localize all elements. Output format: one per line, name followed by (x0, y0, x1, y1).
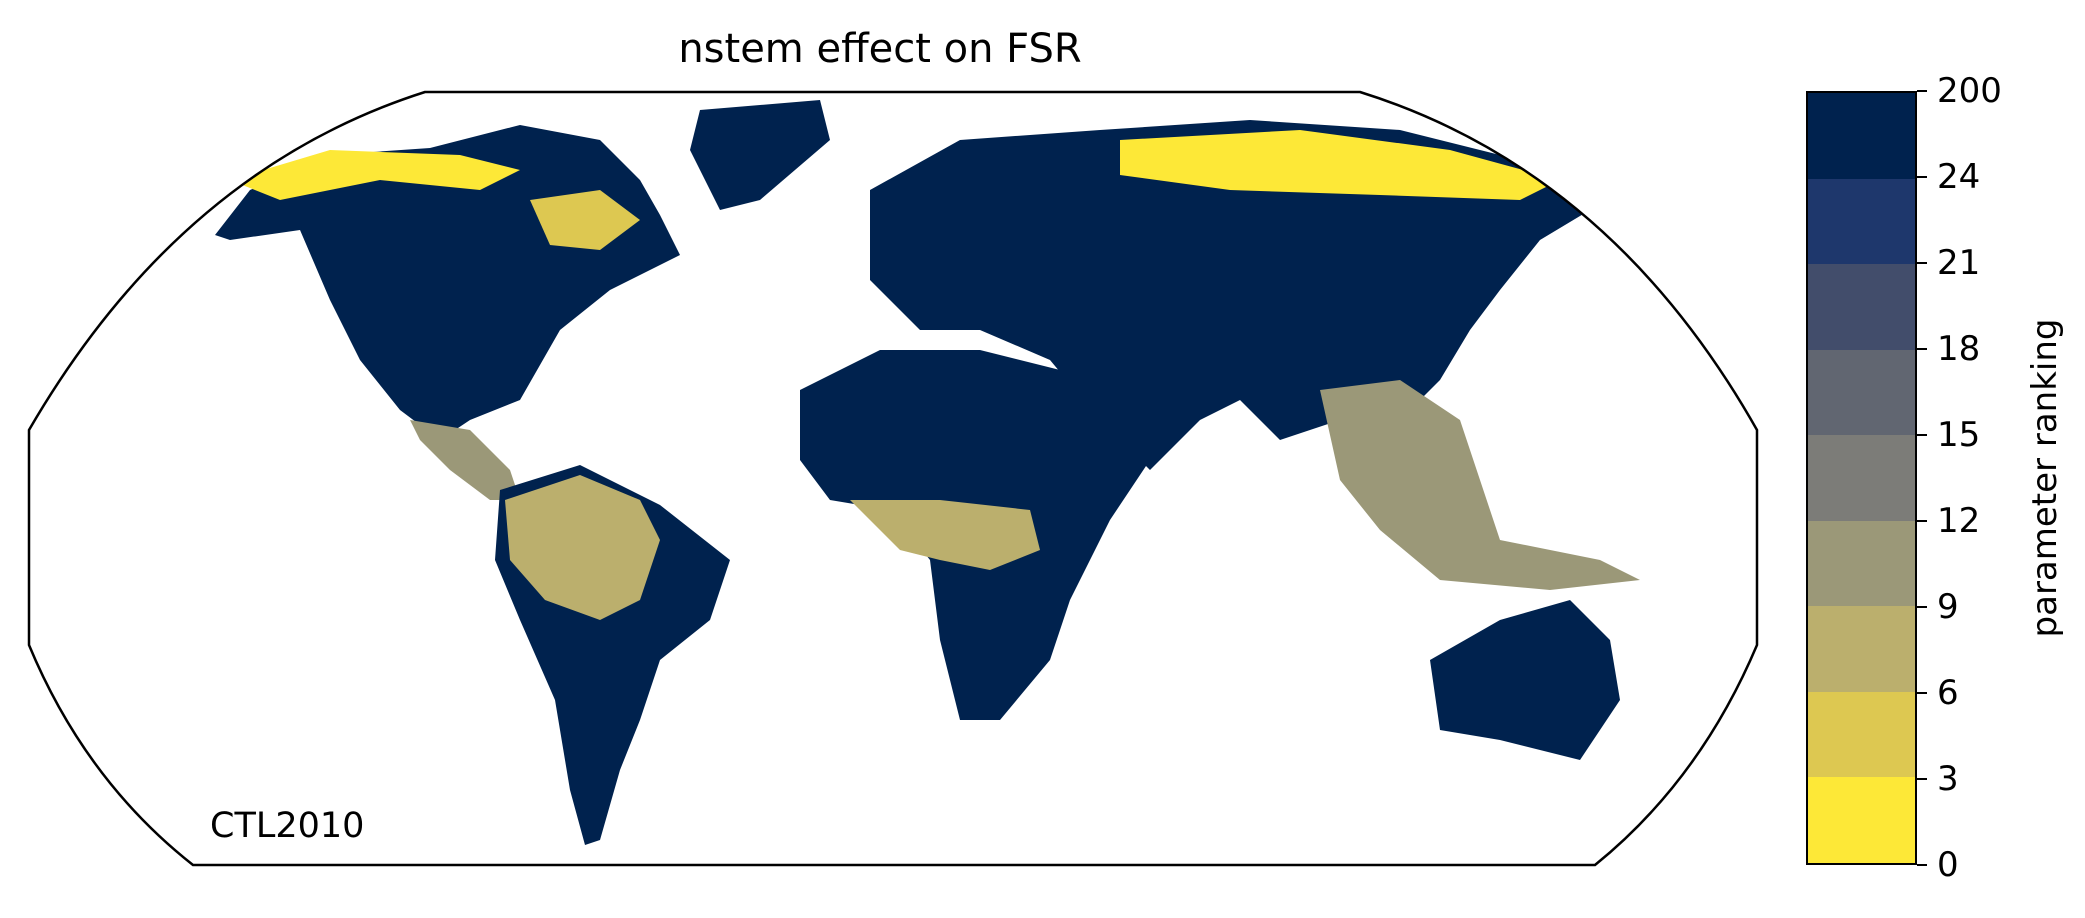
region-australia (1430, 600, 1620, 760)
colorbar (1806, 91, 1917, 865)
region-siberia (1120, 130, 1560, 200)
region-eurasia (870, 120, 1590, 470)
colorbar-tick-label: 200 (1917, 74, 2002, 108)
colorbar-tick-label: 21 (1917, 246, 1980, 280)
region-amazon (505, 475, 660, 620)
colorbar-segment (1808, 92, 1915, 179)
colorbar-tick-label: 18 (1917, 332, 1980, 366)
colorbar-tick-label: 15 (1917, 418, 1980, 452)
region-se-asia (1320, 380, 1640, 590)
map-outline (27, 90, 1759, 867)
map-land (215, 100, 1640, 845)
colorbar-segment (1808, 520, 1915, 607)
colorbar-tick-label: 6 (1917, 676, 1959, 710)
run-label: CTL2010 (210, 806, 365, 846)
colorbar-segment (1808, 606, 1915, 692)
region-central-america (410, 420, 520, 500)
colorbar-segment (1808, 178, 1915, 265)
colorbar-tick-label: 24 (1917, 160, 1980, 194)
region-greenland (690, 100, 830, 210)
colorbar-tick-label: 3 (1917, 762, 1959, 796)
colorbar-tick-label: 0 (1917, 848, 1959, 882)
colorbar-tick-label: 9 (1917, 590, 1959, 624)
colorbar-segment (1808, 349, 1915, 436)
chart-title: nstem effect on FSR (678, 26, 1082, 72)
colorbar-label: parameter ranking (2025, 318, 2065, 638)
colorbar-segment (1808, 691, 1915, 778)
colorbar-segment (1808, 264, 1915, 350)
colorbar-segment (1808, 435, 1915, 521)
region-canada-north (230, 150, 520, 200)
colorbar-segment (1808, 777, 1915, 863)
region-central-africa (850, 500, 1040, 570)
region-hudson (530, 190, 640, 250)
colorbar-tick-label: 12 (1917, 504, 1980, 538)
